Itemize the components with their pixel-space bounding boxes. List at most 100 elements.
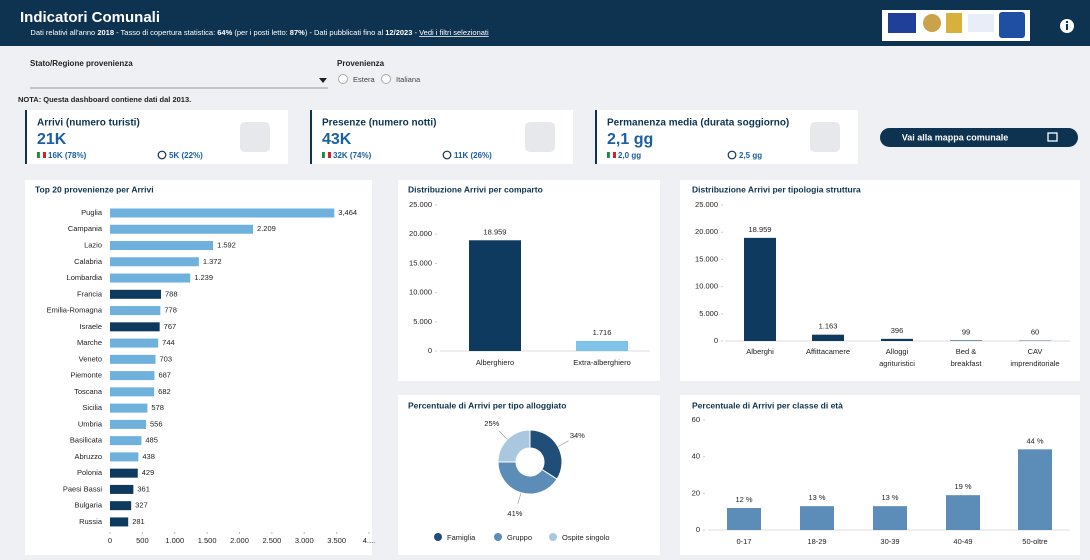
category-label: agrituristici [879, 359, 915, 368]
x-tick-label: 0 [108, 536, 112, 545]
leader-line [498, 430, 508, 440]
flag-it [43, 152, 46, 158]
category-label: Veneto [79, 354, 102, 363]
bar [946, 495, 980, 530]
radio[interactable] [338, 74, 348, 84]
value-label: 19 % [954, 482, 971, 491]
kpi-value: 43K [322, 131, 352, 148]
value-label: 18.959 [749, 225, 772, 234]
radio-label[interactable]: Estera [353, 75, 376, 84]
category-label: Russia [79, 517, 103, 526]
legend-swatch [549, 533, 557, 541]
bar [110, 354, 156, 364]
y-tick-label: 20.000 [695, 227, 718, 236]
flag-it [609, 151, 614, 159]
button-label[interactable]: Vai alla mappa comunale [902, 132, 1009, 142]
map-button[interactable]: Vai alla mappa comunale [880, 128, 1078, 147]
logo-pon [968, 14, 994, 32]
value-label: 34% [570, 431, 585, 440]
kpi-title: Arrivi (numero turisti) [37, 118, 140, 129]
bar [881, 338, 913, 341]
kpi-icon [240, 122, 270, 152]
x-tick-label: 4.... [363, 536, 376, 545]
y-tick-label: 10.000 [695, 282, 718, 291]
category-label: Alloggi [886, 347, 909, 356]
value-label: 429 [142, 468, 155, 477]
category-label: Alberghi [746, 347, 774, 356]
logos [882, 10, 1030, 41]
bar [812, 334, 844, 341]
radio-label[interactable]: Italiana [396, 75, 421, 84]
bar [873, 506, 907, 530]
chart-title: Distribuzione Arrivi per tipologia strut… [692, 184, 861, 194]
y-tick-label: 15.000 [695, 254, 718, 263]
value-label: 41% [507, 509, 522, 518]
value-label: 578 [151, 403, 164, 412]
bar [110, 452, 139, 462]
subtitle-text: (per i posti letto: [232, 28, 290, 37]
value-label: 1.372 [203, 257, 222, 266]
subtitle-coverage: 64% [217, 28, 232, 37]
note: NOTA: Questa dashboard contiene dati dal… [18, 95, 191, 104]
bar [1018, 449, 1052, 530]
flag-it [322, 152, 325, 158]
value-label: 556 [150, 419, 163, 428]
bar [800, 506, 834, 530]
bar [110, 371, 155, 381]
bar [110, 257, 199, 267]
bar [110, 208, 335, 218]
category-label: 50-oltre [1022, 537, 1047, 546]
panel [398, 395, 660, 555]
page-title: Indicatori Comunali [20, 9, 160, 26]
dropdown-arrow[interactable] [319, 78, 327, 83]
y-tick-label: 0 [428, 346, 432, 355]
kpi-title: Presenze (numero notti) [322, 118, 436, 129]
subtitle-text: ) - Dati pubblicati fino al [305, 28, 385, 37]
y-tick-label: 5.000 [413, 317, 432, 326]
logo-eu [888, 13, 916, 33]
donut-slice [497, 429, 531, 463]
value-label: 361 [137, 484, 150, 493]
category-label: Toscana [74, 387, 103, 396]
value-label: 1.239 [194, 273, 213, 282]
chart-title: Distribuzione Arrivi per comparto [408, 184, 543, 194]
category-label: breakfast [951, 359, 983, 368]
value-label: 438 [142, 452, 155, 461]
kpi-italian: 32K (74%) [333, 151, 372, 160]
category-label: Francia [77, 289, 103, 298]
radio[interactable] [381, 74, 391, 84]
bar [110, 273, 191, 283]
donut-slice [529, 429, 563, 480]
info-button[interactable] [1060, 19, 1074, 33]
bar [727, 508, 761, 530]
category-label: Piemonte [70, 371, 102, 380]
kpi-italian: 2,0 gg [618, 151, 641, 160]
info-glyph [1066, 21, 1068, 23]
category-label: imprenditoriale [1010, 359, 1059, 368]
logo-puglia [999, 12, 1025, 38]
y-tick-label: 40 [692, 452, 700, 461]
category-label: Lombardia [67, 273, 103, 282]
filters-link[interactable]: Vedi i filtri selezionati [419, 28, 489, 37]
chart-title: Percentuale di Arrivi per tipo alloggiat… [408, 400, 566, 410]
category-label: Puglia [81, 208, 103, 217]
bar [110, 403, 148, 413]
y-tick-label: 0 [696, 525, 700, 534]
bar [110, 322, 160, 332]
button[interactable] [880, 128, 1078, 147]
y-tick-label: 60 [692, 415, 700, 424]
legend-swatch [494, 533, 502, 541]
value-label: 485 [145, 436, 158, 445]
kpi-accent [25, 110, 27, 164]
value-label: 60 [1031, 328, 1039, 337]
value-label: 3,464 [338, 208, 357, 217]
legend-label: Gruppo [507, 533, 532, 542]
flag-it [328, 152, 331, 158]
logo-region [946, 13, 962, 33]
y-tick-label: 5.000 [699, 309, 718, 318]
y-tick-label: 20 [692, 488, 700, 497]
subtitle-date: 12/2023 [385, 28, 412, 37]
category-label: Bed & [956, 347, 976, 356]
category-label: 18-29 [807, 537, 826, 546]
